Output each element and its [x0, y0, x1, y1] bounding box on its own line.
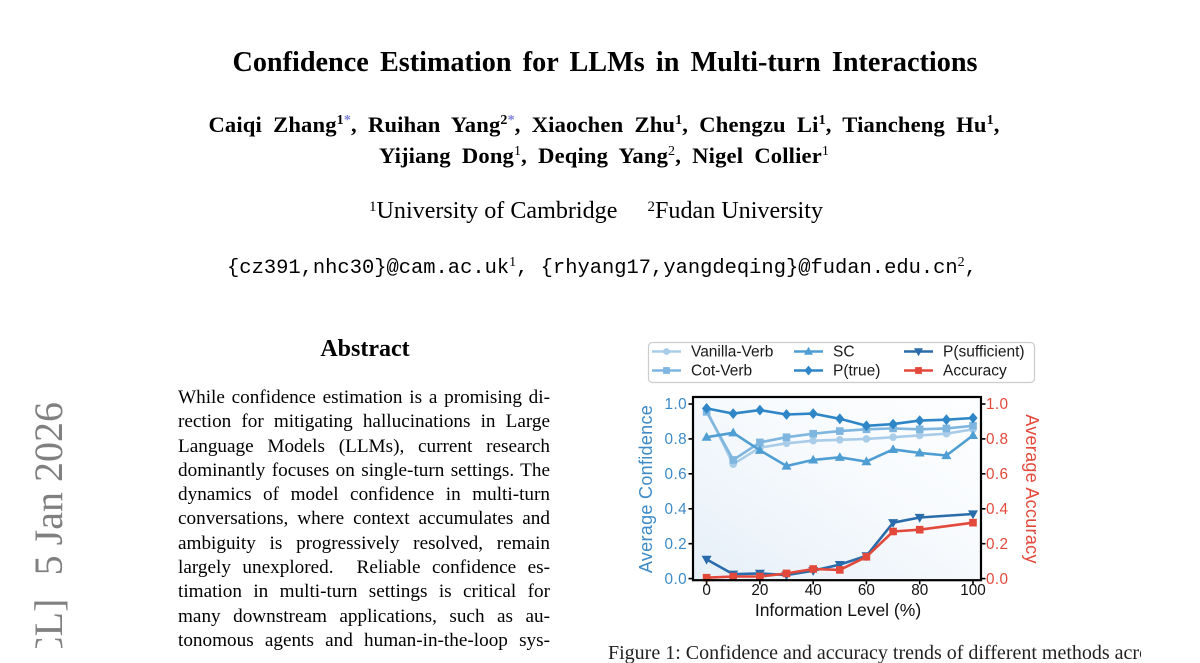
svg-text:40: 40 [805, 582, 822, 599]
svg-text:1.0: 1.0 [665, 396, 687, 413]
svg-text:1.0: 1.0 [986, 396, 1008, 413]
svg-text:0.0: 0.0 [986, 571, 1008, 588]
svg-text:SC: SC [833, 344, 855, 361]
svg-text:arXiv:2601.02151v1 [cs.CL]: arXiv:2601.02151v1 [cs.CL] 5 Jan 2026 [26, 402, 71, 648]
svg-text:Cot-Verb: Cot-Verb [691, 363, 752, 380]
svg-text:Average Confidence: Average Confidence [636, 405, 656, 573]
svg-text:0.8: 0.8 [665, 431, 687, 448]
svg-text:0.6: 0.6 [665, 466, 687, 483]
svg-text:P(true): P(true) [833, 363, 880, 380]
svg-text:0.4: 0.4 [986, 501, 1009, 518]
svg-text:0.4: 0.4 [665, 501, 688, 518]
svg-text:0.2: 0.2 [986, 536, 1008, 553]
svg-text:Accuracy: Accuracy [943, 363, 1007, 380]
svg-text:0.8: 0.8 [986, 431, 1008, 448]
svg-text:100: 100 [960, 582, 986, 599]
svg-text:0.0: 0.0 [665, 571, 687, 588]
svg-text:P(sufficient): P(sufficient) [943, 344, 1025, 361]
svg-text:0.6: 0.6 [986, 466, 1008, 483]
svg-text:0: 0 [702, 582, 711, 599]
svg-text:20: 20 [751, 582, 768, 599]
svg-text:80: 80 [911, 582, 928, 599]
svg-text:0.2: 0.2 [665, 536, 687, 553]
svg-text:60: 60 [858, 582, 875, 599]
svg-text:Average Accuracy: Average Accuracy [1022, 414, 1042, 564]
svg-text:Vanilla-Verb: Vanilla-Verb [691, 344, 773, 361]
svg-text:Information Level (%): Information Level (%) [755, 600, 921, 620]
